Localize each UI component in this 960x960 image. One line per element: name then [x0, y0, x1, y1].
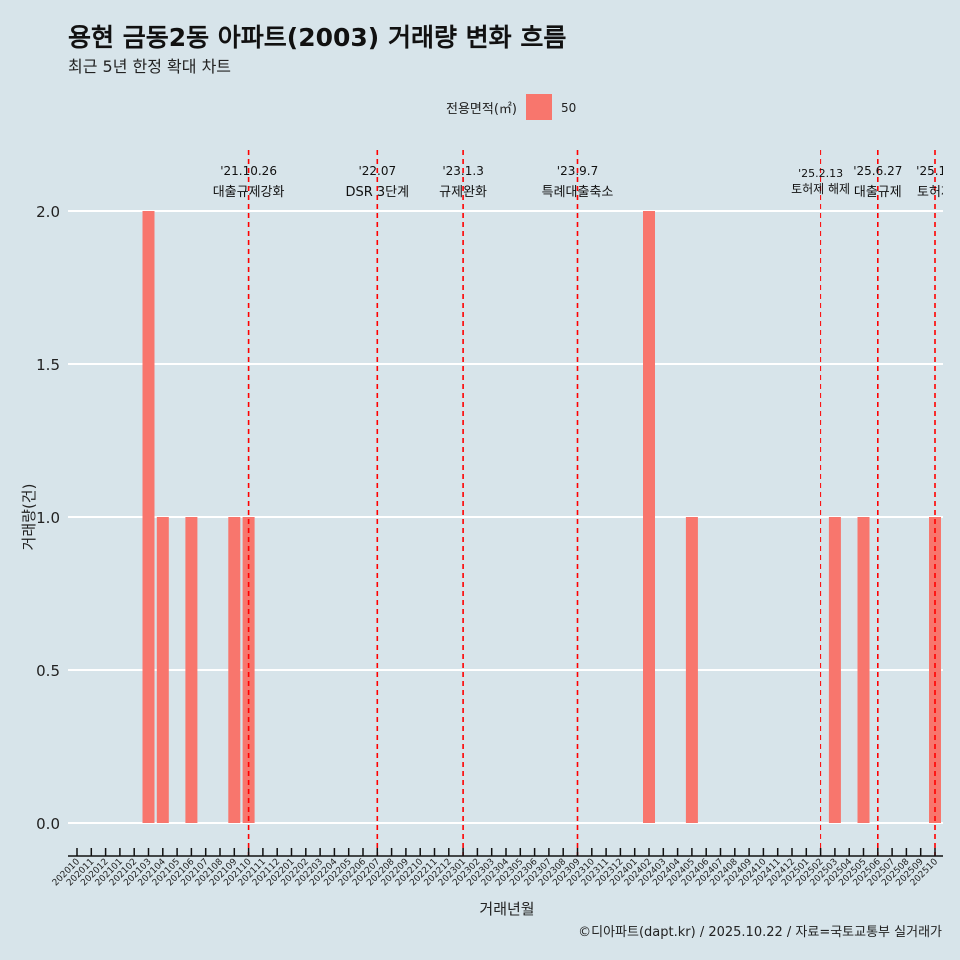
- bar-202109: [228, 517, 241, 823]
- chart-subtitle: 최근 5년 한정 확대 차트: [68, 57, 232, 76]
- event-date: '25.10: [916, 164, 954, 178]
- bar-202110: [242, 517, 255, 823]
- event-label: 규제완화: [439, 185, 487, 200]
- chart-title: 용현 금동2동 아파트(2003) 거래량 변화 흐름: [68, 23, 567, 52]
- event-label: 대출규제: [854, 185, 902, 200]
- bar-202505: [857, 517, 870, 823]
- x-axis-label: 거래년월: [479, 900, 534, 918]
- event-date: '23.9.7: [557, 164, 598, 178]
- legend-title: 전용면적(㎡): [446, 102, 517, 117]
- bar-202510: [929, 517, 941, 823]
- event-label: 대출규제강화: [213, 185, 285, 200]
- bar-202402: [643, 211, 655, 823]
- bar-202405: [685, 517, 698, 823]
- caption: ©디아파트(dapt.kr) / 2025.10.22 / 자료=국토교통부 실…: [578, 925, 942, 940]
- bar-202104: [156, 517, 169, 823]
- y-tick-label: 1.5: [36, 356, 60, 374]
- y-axis-label: 거래량(건): [20, 484, 38, 551]
- event-label: 토허제 해제: [791, 182, 850, 196]
- y-tick-label: 0.0: [36, 815, 60, 833]
- event-date: '23.1.3: [442, 164, 483, 178]
- event-date: '25.6.27: [853, 164, 902, 178]
- legend-label: 50: [561, 101, 576, 115]
- y-tick-label: 1.0: [36, 509, 60, 527]
- bar-202103: [142, 211, 155, 823]
- event-date: '21.10.26: [220, 164, 277, 178]
- event-date: '22.07: [358, 164, 396, 178]
- event-date: '25.2.13: [798, 167, 843, 180]
- event-label: 토허제: [917, 185, 953, 200]
- legend-swatch: [526, 94, 552, 120]
- event-label: DSR 3단계: [345, 185, 409, 200]
- event-label: 특례대출축소: [542, 185, 614, 200]
- bar-202503: [828, 517, 841, 823]
- y-tick-label: 2.0: [36, 203, 60, 221]
- y-tick-label: 0.5: [36, 662, 60, 680]
- bar-202106: [185, 517, 198, 823]
